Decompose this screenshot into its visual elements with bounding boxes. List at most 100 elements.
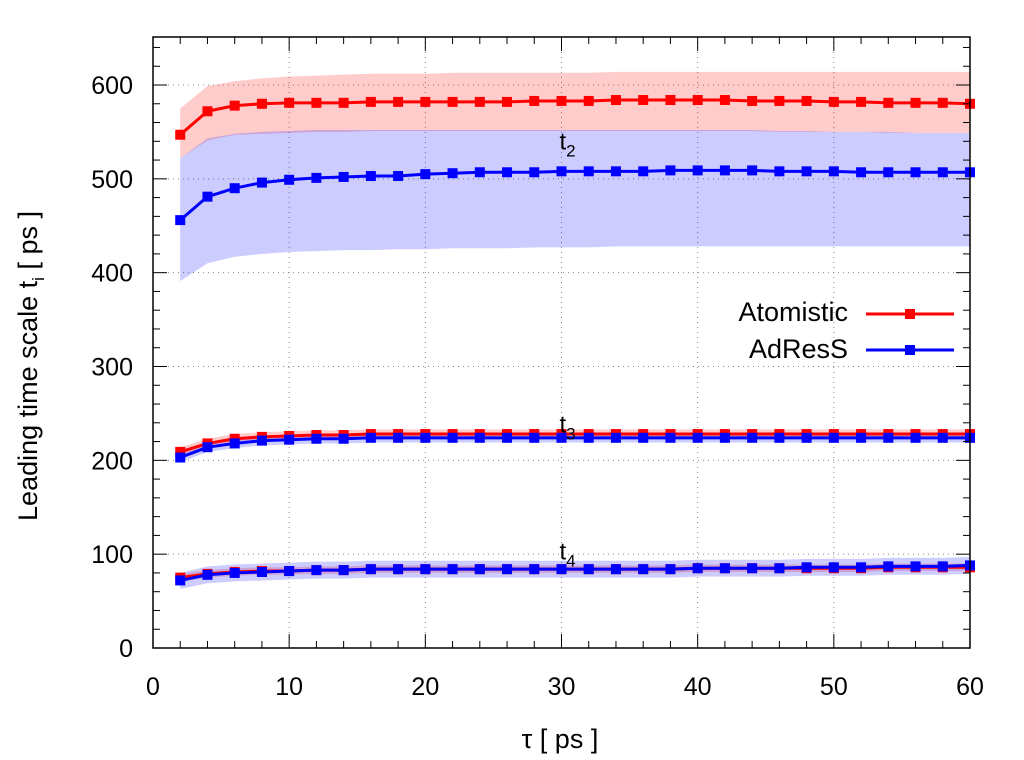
data-point-marker: [256, 566, 267, 577]
data-point-marker: [284, 174, 295, 185]
data-point-marker: [474, 167, 485, 178]
annotation-subscript: 3: [566, 425, 575, 444]
data-point-marker: [447, 96, 458, 107]
data-point-marker: [229, 567, 240, 578]
y-tick-label: 200: [91, 447, 133, 475]
data-point-marker: [365, 171, 376, 182]
annotation-letter: t: [560, 412, 567, 439]
data-point-marker: [529, 95, 540, 106]
data-point-marker: [447, 564, 458, 575]
data-point-marker: [801, 166, 812, 177]
data-point-marker: [256, 98, 267, 109]
data-point-marker: [638, 564, 649, 575]
annotation-subscript: 2: [566, 141, 575, 160]
data-point-marker: [719, 95, 730, 106]
data-point-marker: [583, 166, 594, 177]
x-tick-label: 50: [820, 673, 848, 701]
band-t3-adress: [180, 433, 970, 463]
data-point-marker: [801, 95, 812, 106]
y-tick-label: 0: [119, 635, 133, 663]
data-point-marker: [583, 95, 594, 106]
data-point-marker: [338, 97, 349, 108]
data-point-marker: [856, 167, 867, 178]
data-point-marker: [719, 165, 730, 176]
data-point-marker: [883, 97, 894, 108]
data-series: [175, 95, 975, 586]
y-tick-label: 300: [91, 354, 133, 382]
data-point-marker: [474, 564, 485, 575]
data-point-marker: [638, 166, 649, 177]
x-tick-label: 60: [956, 673, 984, 701]
data-point-marker: [719, 432, 730, 443]
data-point-marker: [420, 96, 431, 107]
band-t3-atomistic: [180, 429, 970, 457]
data-point-marker: [638, 95, 649, 106]
data-point-marker: [774, 563, 785, 574]
svg-text:Leading time scale ti [ ps ]: Leading time scale ti [ ps ]: [13, 211, 48, 521]
data-point-marker: [801, 562, 812, 573]
data-point-marker: [856, 96, 867, 107]
data-point-marker: [529, 167, 540, 178]
data-point-marker: [338, 171, 349, 182]
y-tick-label: 400: [91, 260, 133, 288]
y-axis-title-main: Leading time scale t: [13, 280, 43, 521]
data-point-marker: [529, 564, 540, 575]
data-point-marker: [937, 561, 948, 572]
data-point-marker: [420, 432, 431, 443]
data-point-marker: [365, 96, 376, 107]
data-point-marker: [502, 564, 513, 575]
data-point-marker: [692, 432, 703, 443]
data-point-marker: [338, 565, 349, 576]
data-point-marker: [665, 564, 676, 575]
data-point-marker: [747, 563, 758, 574]
data-point-marker: [610, 432, 621, 443]
data-point-marker: [692, 563, 703, 574]
data-point-marker: [828, 166, 839, 177]
data-point-marker: [883, 167, 894, 178]
x-tick-label: 0: [146, 673, 160, 701]
annotation-t2: t2: [560, 128, 576, 160]
y-axis-title: Leading time scale ti [ ps ]: [13, 211, 48, 521]
axes: [152, 36, 971, 649]
annotation-subscript: 4: [566, 551, 575, 570]
data-point-marker: [828, 96, 839, 107]
data-point-marker: [937, 432, 948, 443]
data-point-marker: [583, 432, 594, 443]
x-tick-label: 10: [275, 673, 303, 701]
x-tick-label: 40: [684, 673, 712, 701]
data-point-marker: [774, 166, 785, 177]
data-point-marker: [747, 432, 758, 443]
data-point-marker: [610, 95, 621, 106]
data-point-marker: [910, 561, 921, 572]
data-point-marker: [719, 563, 730, 574]
series-t4-adress: [175, 560, 975, 586]
annotation-letter: t: [560, 538, 567, 565]
data-point-marker: [447, 432, 458, 443]
data-point-marker: [828, 432, 839, 443]
data-point-marker: [529, 432, 540, 443]
data-point-marker: [474, 96, 485, 107]
data-point-marker: [883, 561, 894, 572]
x-tick-label: 30: [548, 673, 576, 701]
data-point-marker: [256, 177, 267, 188]
data-point-marker: [229, 438, 240, 449]
data-point-marker: [175, 215, 186, 226]
data-point-marker: [393, 96, 404, 107]
data-point-marker: [747, 165, 758, 176]
data-point-marker: [610, 564, 621, 575]
band-t2-atomistic: [180, 71, 970, 159]
data-point-marker: [311, 565, 322, 576]
legend-marker-adress: [905, 345, 915, 355]
data-point-marker: [175, 446, 186, 457]
data-point-marker: [365, 564, 376, 575]
data-point-marker: [284, 97, 295, 108]
data-point-marker: [202, 191, 213, 202]
data-point-marker: [393, 171, 404, 182]
band-t4-adress: [180, 556, 970, 589]
data-point-marker: [393, 564, 404, 575]
data-point-marker: [175, 575, 186, 586]
x-tick-label: 20: [411, 673, 439, 701]
y-tick-label: 100: [91, 541, 133, 569]
